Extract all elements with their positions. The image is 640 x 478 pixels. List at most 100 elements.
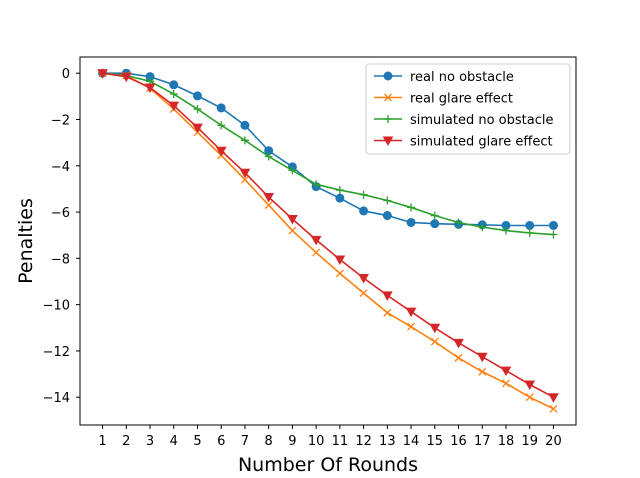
- x-axis: 1 2 3 4 5 6 7 8 9 10 11 12 13 14 15 16 17 18 19 20: [98, 425, 562, 449]
- data-point: [334, 255, 346, 266]
- data-point: [193, 105, 202, 114]
- data-point: [502, 379, 510, 388]
- data-point: [525, 228, 534, 237]
- legend-marker: [382, 136, 394, 147]
- data-point: [263, 193, 275, 203]
- data-point: [429, 323, 441, 334]
- legend-entry: real no obstacle: [374, 70, 514, 85]
- data-point: [500, 366, 512, 377]
- x-tick-label: 13: [379, 434, 396, 449]
- x-tick-label: 2: [122, 434, 130, 449]
- legend-marker: [384, 115, 392, 123]
- x-tick-label: 15: [427, 434, 444, 449]
- data-point: [501, 226, 510, 235]
- y-tick-label: −10: [43, 299, 70, 314]
- y-tick-label: −2: [51, 113, 70, 128]
- data-point: [312, 180, 321, 189]
- legend-entry: real glare effect: [374, 92, 513, 107]
- data-point: [168, 101, 180, 112]
- data-point: [382, 211, 392, 221]
- data-point: [524, 380, 536, 391]
- data-point: [407, 322, 416, 331]
- legend-marker: [384, 93, 392, 102]
- legend-entry: simulated no obstacle: [374, 113, 553, 128]
- data-point: [144, 83, 156, 94]
- data-point: [215, 146, 227, 157]
- data-point: [240, 175, 249, 184]
- x-tick-label: 18: [498, 434, 515, 449]
- data-point: [192, 91, 202, 101]
- data-point: [359, 289, 368, 298]
- x-tick-label: 3: [146, 434, 154, 449]
- data-point: [407, 203, 416, 212]
- data-point: [216, 103, 226, 113]
- data-point: [359, 206, 369, 216]
- legend: real no obstacle real glare effect simulat…: [365, 63, 571, 155]
- data-point: [264, 152, 273, 161]
- data-point: [430, 211, 439, 220]
- data-point: [335, 269, 344, 278]
- data-point: [240, 120, 250, 130]
- legend-marker: [383, 71, 393, 81]
- legend-label: simulated no obstacle: [410, 113, 553, 128]
- data-point: [217, 121, 226, 130]
- data-point: [454, 218, 463, 227]
- data-point: [97, 69, 108, 79]
- data-point: [549, 230, 558, 239]
- y-tick-label: −14: [43, 391, 70, 406]
- x-tick-label: 11: [332, 434, 349, 449]
- series-line: [102, 72, 554, 236]
- data-point: [288, 166, 297, 175]
- x-tick-label: 14: [403, 434, 420, 449]
- data-point: [383, 308, 392, 317]
- legend-label: simulated glare effect: [410, 135, 553, 150]
- x-tick-label: 20: [545, 434, 562, 449]
- data-point: [312, 248, 321, 257]
- plot-content: [97, 68, 559, 413]
- plot-frame: [79, 56, 577, 426]
- data-point: [120, 72, 132, 83]
- data-point: [288, 226, 297, 235]
- data-point: [453, 338, 464, 349]
- y-tick-label: −12: [43, 345, 70, 360]
- x-tick-label: 4: [170, 434, 178, 449]
- data-point: [287, 215, 298, 225]
- data-point: [525, 393, 534, 402]
- x-tick-label: 6: [217, 434, 225, 449]
- legend-label: real glare effect: [410, 92, 513, 107]
- data-point: [169, 90, 178, 99]
- y-tick-label: −8: [51, 252, 70, 267]
- data-point: [406, 217, 416, 227]
- data-point: [405, 307, 417, 318]
- legend-box: [365, 63, 571, 155]
- data-point: [549, 404, 558, 413]
- data-point: [335, 193, 345, 203]
- data-point: [548, 220, 558, 230]
- data-point: [430, 337, 439, 346]
- data-point: [358, 274, 369, 284]
- x-axis-label: Number Of Rounds: [238, 454, 418, 476]
- data-point: [430, 219, 440, 229]
- data-point: [525, 220, 535, 230]
- x-tick-label: 12: [355, 434, 372, 449]
- y-axis: 0 −2 −4 −6 −8 −10 −12 −14: [43, 67, 80, 406]
- legend-entry: simulated glare effect: [374, 135, 553, 150]
- x-tick-label: 5: [193, 434, 201, 449]
- x-tick-label: 8: [265, 434, 273, 449]
- x-tick-label: 1: [98, 434, 106, 449]
- data-point: [239, 168, 251, 179]
- series-line: [102, 72, 554, 410]
- data-point: [264, 201, 273, 210]
- data-point: [359, 190, 368, 199]
- data-point: [335, 186, 344, 195]
- data-point: [192, 123, 203, 134]
- y-axis-label: Penalties: [15, 198, 37, 284]
- data-point: [381, 291, 393, 301]
- data-point: [169, 80, 179, 90]
- x-tick-label: 7: [241, 434, 249, 449]
- x-tick-label: 10: [308, 434, 325, 449]
- x-tick-label: 9: [288, 434, 296, 449]
- data-point: [548, 393, 559, 403]
- series-2: [98, 69, 558, 413]
